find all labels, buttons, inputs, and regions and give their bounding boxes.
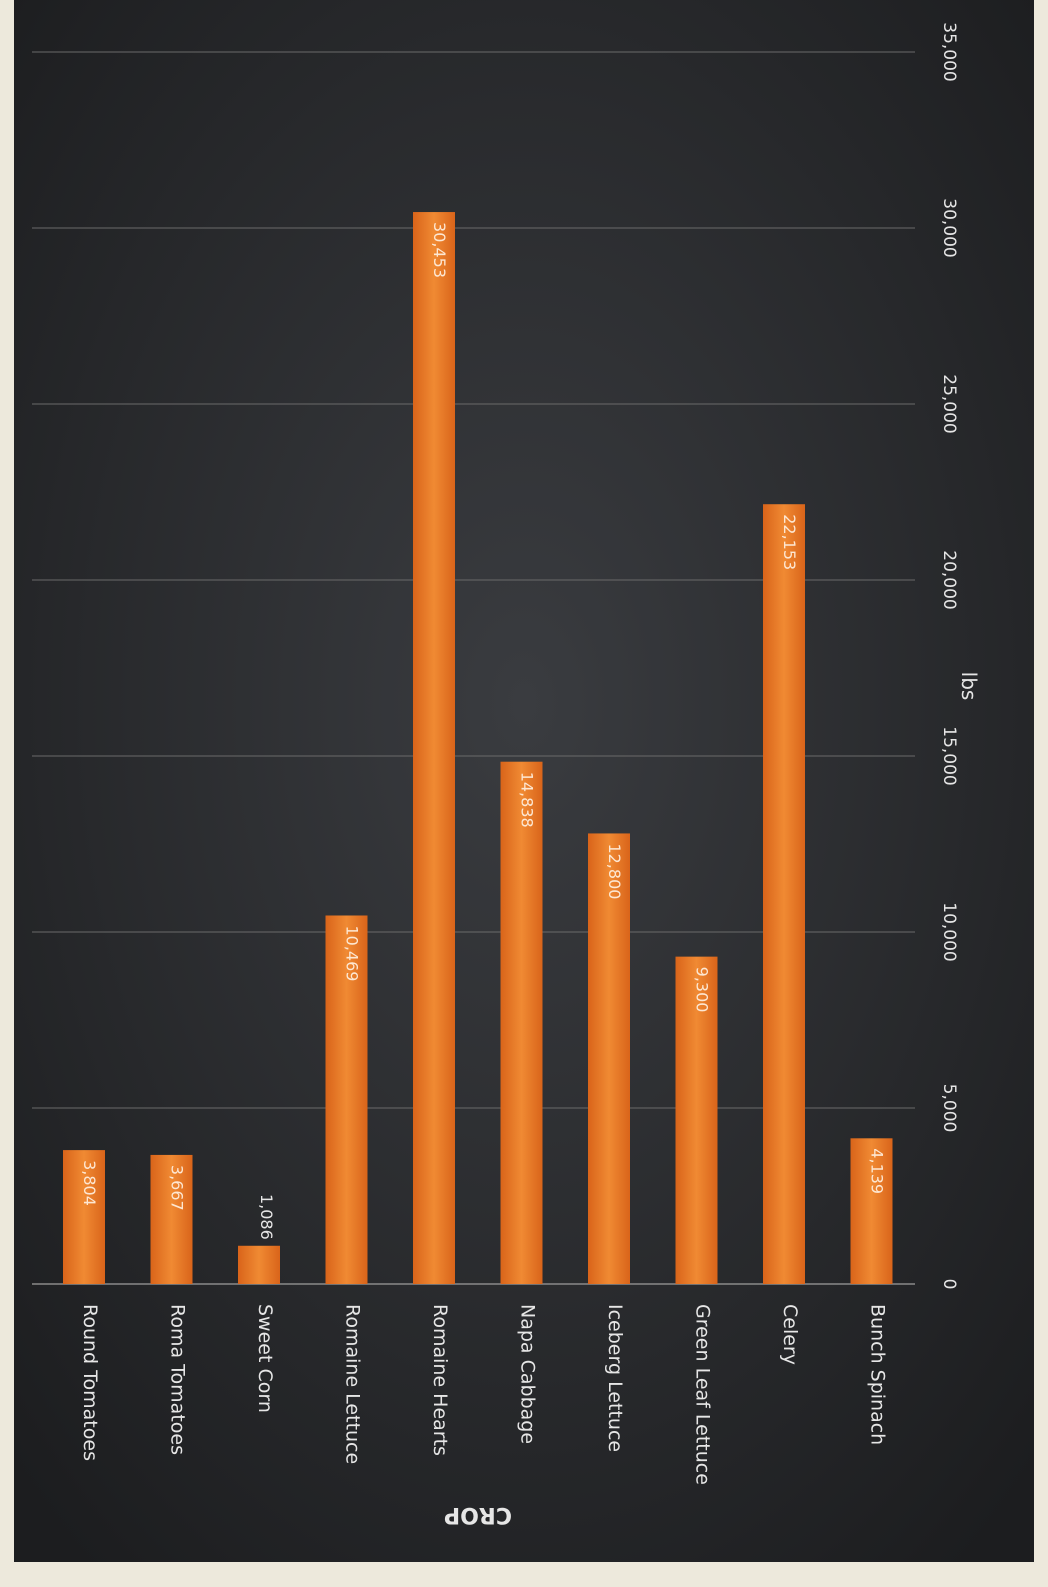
data-label: 30,453: [430, 222, 449, 278]
y-tick-label: 30,000: [939, 198, 959, 257]
category-label: Green Leaf Lettuce: [692, 1304, 714, 1485]
x-axis-title: CROP: [444, 1502, 512, 1527]
y-tick-label: 20,000: [939, 550, 959, 609]
bar: [325, 915, 368, 1284]
data-label: 9,300: [693, 967, 712, 1013]
bar: [150, 1154, 193, 1284]
y-tick-label: 35,000: [939, 22, 959, 81]
data-label: 1,086: [257, 1194, 276, 1240]
category-label: Romaine Lettuce: [342, 1304, 364, 1464]
bar: [588, 833, 630, 1284]
bars: [63, 212, 893, 1285]
data-label: 10,469: [343, 925, 362, 981]
data-label: 3,667: [168, 1165, 187, 1211]
data-label: 3,804: [80, 1160, 99, 1206]
bar: [500, 761, 543, 1284]
category-label: Iceberg Lettuce: [604, 1304, 626, 1452]
category-label: Roma Tomatoes: [167, 1304, 189, 1455]
data-label: 14,838: [518, 772, 537, 828]
category-label: Sweet Corn: [254, 1304, 276, 1413]
bar: [675, 956, 718, 1284]
data-label: 12,800: [605, 843, 624, 899]
data-label: 22,153: [780, 514, 799, 570]
y-tick-label: 10,000: [939, 902, 959, 961]
category-label: Romaine Hearts: [429, 1304, 451, 1456]
bar: [763, 504, 805, 1285]
bar: [238, 1245, 280, 1284]
bar: [63, 1150, 105, 1284]
category-label: Bunch Spinach: [867, 1304, 889, 1445]
y-axis-title: lbs: [957, 672, 981, 701]
category-label: Round Tomatoes: [79, 1304, 101, 1461]
category-label: Celery: [779, 1304, 801, 1365]
bar: [413, 212, 455, 1284]
y-tick-label: 5,000: [939, 1084, 959, 1133]
category-label: Napa Cabbage: [517, 1304, 539, 1444]
data-label: 4,139: [868, 1148, 887, 1194]
y-tick-label: 25,000: [939, 374, 959, 433]
bar: [850, 1138, 893, 1284]
labels: 0 5,000 10,000 15,000 20,000 25,000 30,000 35,0…: [79, 22, 959, 1485]
y-tick-label: 0: [939, 1279, 959, 1290]
y-tick-label: 15,000: [939, 726, 959, 785]
